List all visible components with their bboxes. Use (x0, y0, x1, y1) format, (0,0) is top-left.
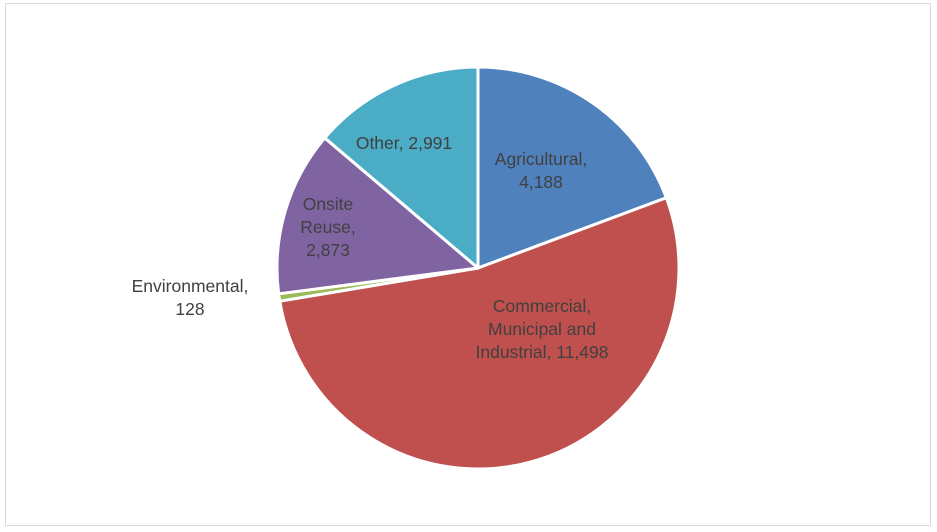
data-label-environmental: Environmental, 128 (131, 276, 249, 319)
data-label-onsite-reuse: Onsite Reuse, 2,873 (300, 194, 356, 260)
pie-slice-onsite-reuse (275, 136, 480, 296)
data-label-commercial-municipal-industrial: Commercial, Municipal and Industrial, 11… (475, 296, 609, 362)
data-label-agricultural: Agricultural, 4,188 (494, 149, 588, 192)
pie-slice-agricultural (476, 65, 668, 270)
data-label-other: Other, 2,991 (355, 133, 453, 153)
pie-slice-commercial-municipal-and-industrial (278, 196, 681, 471)
pie-slice-other (323, 65, 480, 270)
